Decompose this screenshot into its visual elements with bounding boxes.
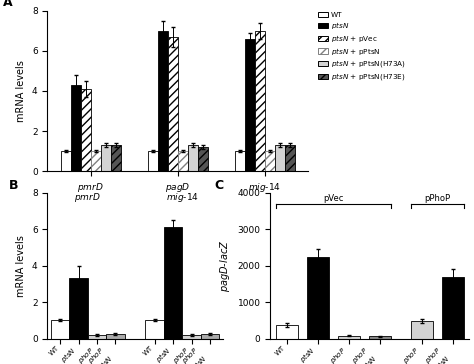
Bar [255,31,264,171]
Bar [235,151,245,171]
Bar [111,145,121,171]
Bar [168,37,178,171]
Text: $\it{pmrD}$: $\it{pmrD}$ [74,191,101,204]
Bar [164,228,182,339]
Bar [369,336,391,339]
Bar [106,334,125,339]
Bar [411,321,433,339]
Bar [245,39,255,171]
Bar [188,145,198,171]
Bar [148,151,158,171]
Legend: WT, $\it{ptsN}$, $\it{ptsN}$ + pVec, $\it{ptsN}$ + pPtsN, $\it{ptsN}$ + pPtsN(H7: WT, $\it{ptsN}$, $\it{ptsN}$ + pVec, $\i… [317,11,406,83]
Bar [91,151,101,171]
Text: A: A [3,0,13,9]
Bar [88,335,106,339]
Y-axis label: mRNA levels: mRNA levels [17,235,27,297]
Y-axis label: mRNA levels: mRNA levels [17,60,27,122]
Bar [158,31,168,171]
Bar [198,147,208,171]
Bar [284,145,295,171]
Bar [146,320,164,339]
Bar [71,85,81,171]
Text: C: C [214,179,224,191]
Bar [81,89,91,171]
Bar [61,151,71,171]
Text: B: B [9,179,18,191]
Bar [274,145,284,171]
Bar [276,325,298,339]
Bar [51,320,69,339]
Y-axis label: $\it{pagD}$-$\it{lacZ}$: $\it{pagD}$-$\it{lacZ}$ [218,240,232,292]
Bar [307,257,328,339]
Bar [201,334,219,339]
Text: pPhoP: pPhoP [424,194,450,203]
Text: $\it{mig}$-$\it{14}$: $\it{mig}$-$\it{14}$ [166,191,199,204]
Bar [442,277,464,339]
Bar [182,335,201,339]
Bar [178,151,188,171]
Text: pVec: pVec [323,194,343,203]
Bar [69,278,88,339]
Bar [264,151,274,171]
Bar [101,145,111,171]
Bar [338,336,360,339]
